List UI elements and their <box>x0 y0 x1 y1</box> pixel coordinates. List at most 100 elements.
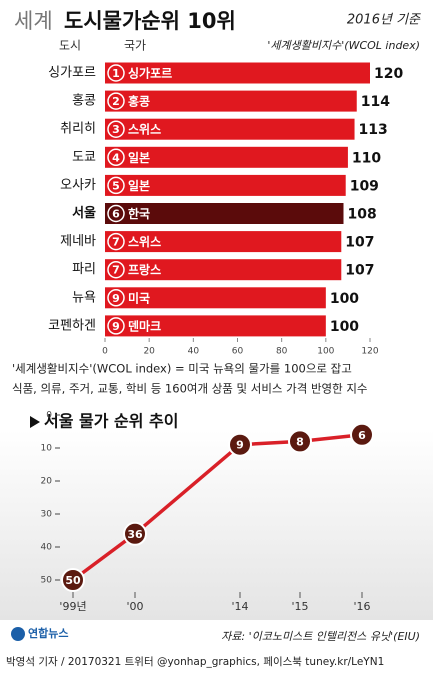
x-tick-label: '16 <box>353 600 370 613</box>
rank-badge <box>107 120 125 138</box>
value-label: 107 <box>345 235 374 251</box>
rank-label: 1 <box>112 67 120 80</box>
x-tick-label: 40 <box>188 347 200 357</box>
country-label: 미국 <box>128 290 150 305</box>
rank-label: 9 <box>112 292 120 305</box>
value-label: 100 <box>330 319 359 335</box>
x-tick-label: '14 <box>231 600 248 613</box>
city-label: 도쿄 <box>72 150 96 165</box>
bar <box>105 174 346 196</box>
bar <box>105 90 357 112</box>
marker <box>61 568 85 592</box>
city-label: 홍콩 <box>72 94 96 109</box>
marker <box>123 521 147 546</box>
bar <box>105 62 370 84</box>
bar <box>105 231 342 253</box>
y-tick-label: 20 <box>41 477 53 487</box>
country-label: 한국 <box>128 206 150 221</box>
marker <box>228 432 252 457</box>
value-label: 108 <box>348 207 377 223</box>
marker <box>288 429 312 454</box>
city-label: 싱가포르 <box>48 66 96 81</box>
city-label: 서울 <box>72 205 96 221</box>
city-label: 취리히 <box>60 122 96 137</box>
country-label: 싱가포르 <box>128 66 172 81</box>
y-tick-label: 0 <box>46 411 52 421</box>
rank-label: 7 <box>112 236 120 249</box>
country-label: 홍콩 <box>128 94 150 109</box>
x-tick-label: 80 <box>276 347 288 357</box>
city-label: 뉴욕 <box>72 290 96 305</box>
country-label: 프랑스 <box>128 263 161 277</box>
y-tick-label: 40 <box>41 543 53 553</box>
x-tick-label: 100 <box>317 347 334 357</box>
marker-label: 36 <box>127 528 143 541</box>
value-label: 100 <box>330 291 359 307</box>
line-background <box>0 430 433 620</box>
subtitle: 2016년 기준 <box>347 13 421 28</box>
rank-badge <box>107 232 125 251</box>
logo-icon <box>11 627 25 641</box>
x-tick-label: 120 <box>361 347 378 357</box>
column-header: 도시 <box>59 39 81 53</box>
y-tick-label: 30 <box>41 510 53 520</box>
x-tick-label: '15 <box>291 600 308 613</box>
x-tick-label: '99년 <box>59 600 86 613</box>
marker-label: 9 <box>236 439 244 452</box>
city-label: 오사카 <box>60 178 96 193</box>
country-label: 스위스 <box>128 123 161 137</box>
rank-badge <box>107 64 125 82</box>
y-tick-label: 10 <box>41 444 53 454</box>
note: '세계생활비지수'(WCOL index) = 미국 뉴욕의 물가를 100으로… <box>12 362 352 376</box>
rank-label: 3 <box>112 123 120 136</box>
line-title: 서울 물가 순위 추이 <box>44 412 178 431</box>
country-label: 스위스 <box>128 235 161 249</box>
city-label: 파리 <box>72 262 96 277</box>
rank-label: 9 <box>112 320 120 333</box>
axis-label: '세계생활비지수'(WCOL index) <box>267 39 420 52</box>
rank-badge <box>107 289 125 307</box>
country-label: 덴마크 <box>128 318 161 333</box>
x-tick-label: 20 <box>143 347 155 357</box>
title-marker <box>30 416 40 428</box>
rank-label: 2 <box>112 95 120 108</box>
rank-label: 7 <box>112 264 120 277</box>
rank-badge <box>107 92 125 110</box>
value-label: 120 <box>374 66 403 82</box>
rank-badge <box>107 204 125 223</box>
title-prefix: 세계 <box>14 9 53 33</box>
bar <box>105 203 344 224</box>
title: 도시물가순위 10위 <box>64 9 236 33</box>
y-tick-label: 50 <box>41 576 53 586</box>
marker-label: 50 <box>65 574 81 587</box>
value-label: 114 <box>361 94 390 110</box>
source: 자료: '이코노미스트 인텔리전스 유닛'(EIU) <box>221 630 420 643</box>
value-label: 107 <box>345 263 374 279</box>
rank-badge <box>107 317 125 335</box>
x-tick-label: 0 <box>102 347 108 357</box>
marker-label: 6 <box>358 429 366 442</box>
byline: 박영석 기자 / 20170321 트위터 @yonhap_graphics, … <box>6 655 384 668</box>
rank-badge <box>107 148 125 167</box>
country-label: 일본 <box>128 151 150 165</box>
value-label: 109 <box>350 178 379 194</box>
marker <box>350 422 374 447</box>
city-label: 코펜하겐 <box>48 318 96 333</box>
bar <box>105 315 326 337</box>
column-header: 국가 <box>124 39 146 53</box>
logo: 연합뉴스 <box>28 626 68 640</box>
x-tick-label: 60 <box>232 347 244 357</box>
marker-label: 8 <box>296 435 304 448</box>
bar <box>105 118 355 140</box>
x-tick-label: '00 <box>126 600 143 613</box>
rank-label: 6 <box>112 208 120 221</box>
note: 식품, 의류, 주거, 교통, 학비 등 160여개 상품 및 서비스 가격 반… <box>12 382 368 396</box>
bar <box>105 259 342 281</box>
value-label: 110 <box>352 150 381 166</box>
bar <box>105 287 326 309</box>
city-label: 제네바 <box>60 234 96 249</box>
rank-badge <box>107 176 125 195</box>
rank-label: 4 <box>112 151 120 164</box>
rank-badge <box>107 260 125 279</box>
